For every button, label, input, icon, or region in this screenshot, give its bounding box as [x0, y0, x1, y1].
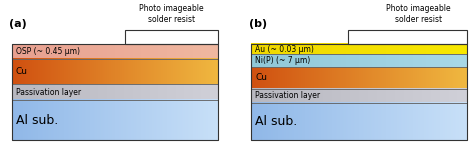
Text: Cu: Cu	[16, 67, 27, 76]
Bar	[12, 44, 218, 140]
Text: (a): (a)	[9, 19, 27, 29]
Bar	[251, 44, 467, 140]
Bar	[125, 30, 218, 44]
Bar	[12, 59, 218, 84]
Text: Au (~ 0.03 μm): Au (~ 0.03 μm)	[255, 45, 314, 54]
Bar	[12, 100, 218, 140]
Bar	[251, 44, 467, 54]
Text: (b): (b)	[249, 19, 267, 29]
Bar	[12, 84, 218, 100]
Text: Ni(P) (~ 7 μm): Ni(P) (~ 7 μm)	[255, 56, 310, 65]
Text: Photo imageable
solder resist: Photo imageable solder resist	[139, 4, 204, 24]
Text: Passivation layer: Passivation layer	[16, 88, 81, 97]
Bar	[348, 30, 467, 44]
Bar	[251, 67, 467, 89]
Text: OSP (~ 0.45 μm): OSP (~ 0.45 μm)	[16, 47, 80, 56]
Text: Passivation layer: Passivation layer	[255, 91, 320, 100]
Text: Photo imageable
solder resist: Photo imageable solder resist	[386, 4, 451, 24]
Bar	[251, 89, 467, 103]
Bar	[251, 103, 467, 140]
Text: Cu: Cu	[255, 74, 267, 82]
Bar	[12, 44, 218, 59]
Text: Al sub.: Al sub.	[16, 114, 58, 127]
Text: Al sub.: Al sub.	[255, 115, 297, 128]
Bar	[251, 54, 467, 67]
